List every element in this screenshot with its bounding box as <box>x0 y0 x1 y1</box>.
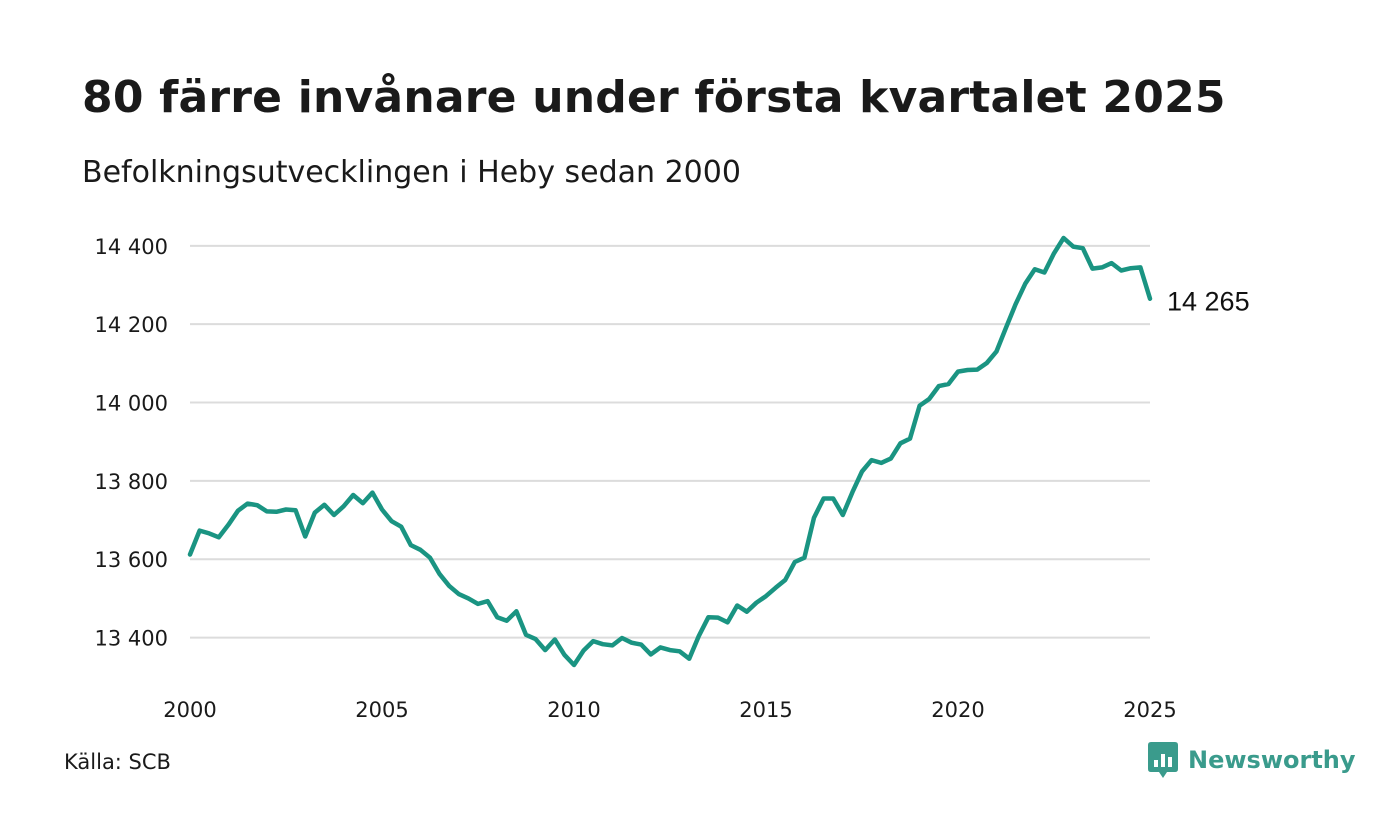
x-tick-label: 2020 <box>931 698 984 722</box>
y-tick-label: 14 000 <box>95 392 168 416</box>
series: 14 265 <box>187 235 1250 668</box>
y-tick-label: 13 800 <box>95 470 168 494</box>
x-tick-label: 2000 <box>163 698 216 722</box>
brand-name: Newsworthy <box>1188 746 1356 774</box>
brand-logo: Newsworthy <box>1148 742 1356 778</box>
source-note: Källa: SCB <box>64 750 171 774</box>
chart-subtitle: Befolkningsutvecklingen i Heby sedan 200… <box>82 155 741 190</box>
x-tick-label: 2015 <box>739 698 792 722</box>
x-tick-label: 2005 <box>355 698 408 722</box>
y-tick-label: 14 400 <box>95 235 168 259</box>
x-tick-label: 2025 <box>1123 698 1176 722</box>
x-tick-label: 2010 <box>547 698 600 722</box>
chart-title: 80 färre invånare under första kvartalet… <box>82 72 1226 123</box>
y-tick-label: 13 600 <box>95 548 168 572</box>
y-axis-tick-labels: 13 400 13 600 13 800 14 000 14 200 14 400 <box>95 235 168 651</box>
x-axis-tick-labels: 2000 2005 2010 2015 2020 2025 <box>163 698 1176 722</box>
population-line <box>187 235 1153 668</box>
y-tick-label: 14 200 <box>95 313 168 337</box>
gridlines <box>190 244 1150 639</box>
y-tick-label: 13 400 <box>95 627 168 651</box>
newsworthy-logo-icon <box>1148 742 1178 778</box>
last-value-label: 14 265 <box>1167 287 1250 317</box>
